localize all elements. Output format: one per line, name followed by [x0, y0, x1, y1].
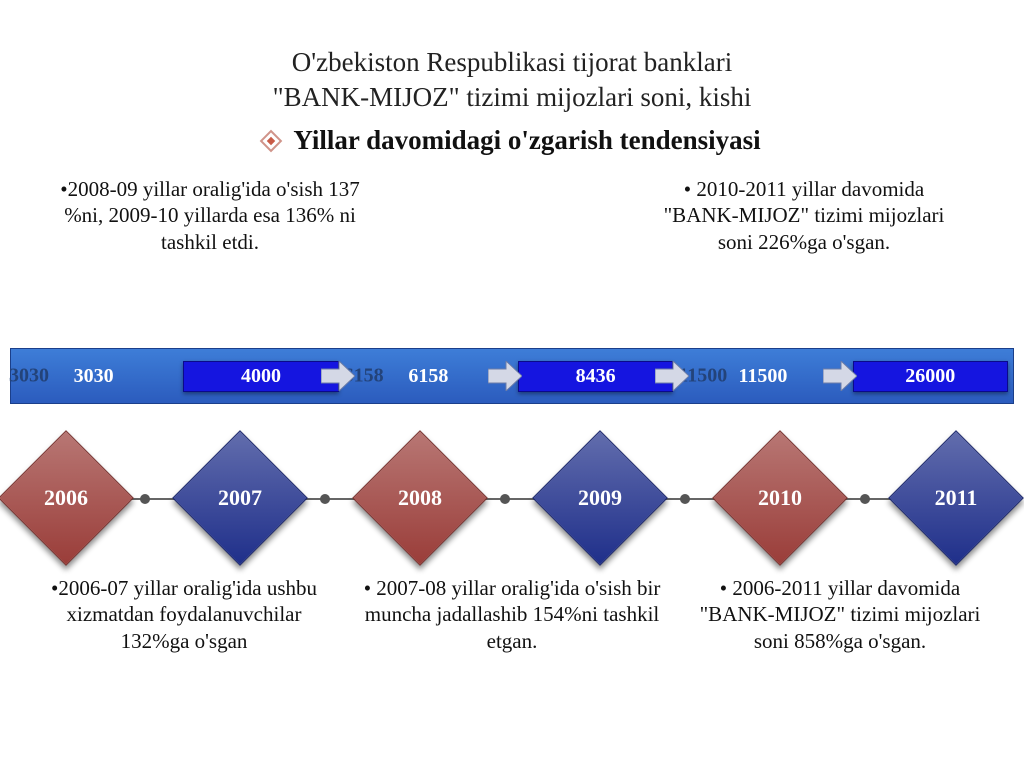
top-notes: •2008-09 yillar oralig'ida o'sish 137 %n… — [0, 156, 1024, 255]
arrow-right-icon — [655, 361, 689, 391]
year-node-2011: 2011 — [908, 450, 1004, 546]
value-seg-label-0: 3030 — [74, 365, 114, 387]
value-seg-label-1: 4000 — [241, 365, 281, 387]
value-seg-label-5: 26000 — [905, 365, 955, 387]
note-top-right: • 2010-2011 yillar davomida "BANK-MIJOZ"… — [644, 176, 964, 255]
subtitle-row: Yillar davomidagi o'zgarish tendensiyasi — [0, 125, 1024, 156]
note-bottom-2: • 2007-08 yillar oralig'ida o'sish bir m… — [362, 575, 662, 654]
timeline-connector-dot — [680, 494, 690, 504]
year-label: 2009 — [552, 450, 648, 546]
year-node-2010: 2010 — [732, 450, 828, 546]
arrow-right-icon — [488, 361, 522, 391]
timeline-connector-dot — [860, 494, 870, 504]
value-seg-1: 4000 — [177, 365, 344, 388]
year-node-2009: 2009 — [552, 450, 648, 546]
arrow-right-icon — [823, 361, 857, 391]
year-label: 2010 — [732, 450, 828, 546]
subtitle: Yillar davomidagi o'zgarish tendensiyasi — [293, 125, 760, 156]
year-label: 2006 — [18, 450, 114, 546]
timeline-connector-dot — [320, 494, 330, 504]
note-bottom-1: •2006-07 yillar oralig'ida ushbu xizmatd… — [34, 575, 334, 654]
value-seg-2: 61586158 — [345, 365, 512, 388]
year-timeline: 2006 2007 2008 2009 2010 2011 — [0, 440, 1024, 560]
note-bottom-3: • 2006-2011 yillar davomida "BANK-MIJOZ"… — [690, 575, 990, 654]
value-seg-label-4: 11500 — [739, 365, 788, 387]
arrow-right-icon — [321, 361, 355, 391]
value-seg-label-3: 8436 — [576, 365, 616, 387]
year-node-2008: 2008 — [372, 450, 468, 546]
bottom-notes: •2006-07 yillar oralig'ida ushbu xizmatd… — [0, 575, 1024, 654]
value-seg-4: 1150011500 — [679, 365, 846, 388]
note-top-left: •2008-09 yillar oralig'ida o'sish 137 %n… — [60, 176, 360, 255]
year-label: 2008 — [372, 450, 468, 546]
diamond-bullet-icon — [260, 129, 283, 152]
value-seg-0: 30303030 — [10, 365, 177, 388]
timeline-connector-dot — [140, 494, 150, 504]
year-label: 2011 — [908, 450, 1004, 546]
value-seg-3: 8436 — [512, 365, 679, 388]
title-line-1: O'zbekiston Respublikasi tijorat banklar… — [0, 45, 1024, 80]
year-label: 2007 — [192, 450, 288, 546]
title-block: O'zbekiston Respublikasi tijorat banklar… — [0, 0, 1024, 156]
value-bar: 30303030 4000 61586158 8436 1150011500 26… — [10, 348, 1014, 404]
value-seg-5: 26000 — [847, 365, 1014, 388]
title-line-2: "BANK-MIJOZ" tizimi mijozlari soni, kish… — [0, 80, 1024, 115]
value-seg-label-2: 6158 — [408, 365, 448, 387]
timeline-connector-dot — [500, 494, 510, 504]
year-node-2007: 2007 — [192, 450, 288, 546]
year-node-2006: 2006 — [18, 450, 114, 546]
